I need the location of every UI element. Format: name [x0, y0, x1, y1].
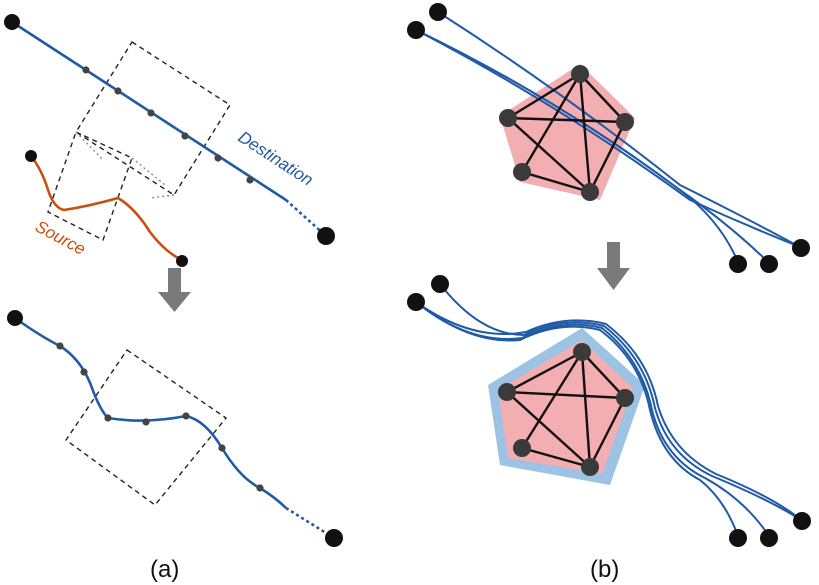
panel-a-label: (a) — [150, 556, 179, 583]
cluster-edge — [588, 397, 627, 468]
selection-box-result — [65, 349, 228, 506]
bundle-edge — [415, 29, 769, 263]
cluster-node — [616, 113, 634, 131]
cluster-edge — [581, 351, 626, 399]
cluster-edge — [578, 73, 592, 193]
bundle-endpoint — [760, 529, 778, 547]
destination-node — [114, 87, 122, 95]
cluster-edge — [521, 446, 591, 469]
merged-endpoint-start — [7, 310, 23, 326]
cluster-node — [513, 439, 531, 457]
destination-node — [246, 176, 254, 184]
merged-node — [104, 414, 112, 422]
destination-endpoint-start — [4, 14, 20, 30]
cluster-node — [571, 65, 589, 83]
cluster-edge — [506, 390, 626, 400]
bundle-edge — [415, 29, 801, 248]
source-endpoint-end — [176, 255, 188, 267]
projection-guide — [75, 131, 175, 199]
cluster-node — [616, 389, 634, 407]
merged-endpoint-end — [325, 529, 343, 547]
source-label: Source — [32, 217, 88, 259]
destination-node — [82, 66, 90, 74]
source-edge — [29, 155, 183, 262]
merged-node — [182, 412, 190, 420]
panel-b-top — [407, 3, 810, 273]
cluster-node — [498, 383, 516, 401]
cluster-edge — [580, 351, 592, 468]
panel-b-bottom — [407, 275, 811, 547]
destination-node — [214, 154, 222, 162]
merged-edge — [14, 316, 287, 509]
bundle-edge — [415, 301, 802, 521]
bundle-edge — [437, 11, 801, 248]
cluster-edge — [520, 73, 582, 173]
bundle-edge — [415, 301, 739, 537]
cluster-edge — [506, 350, 583, 394]
cluster-edge — [520, 351, 584, 449]
cluster-node — [581, 183, 599, 201]
bundle-endpoint — [407, 21, 425, 39]
panel-a-bottom — [7, 310, 343, 547]
cluster-edge — [507, 72, 581, 120]
merged-node — [56, 342, 64, 350]
bundle-endpoint — [792, 239, 810, 257]
cluster-edge — [521, 170, 591, 194]
source-endpoint-start — [25, 150, 37, 162]
cluster-shape — [498, 340, 633, 474]
cluster-node — [581, 458, 599, 476]
cluster-edge — [507, 117, 591, 193]
bundle-endpoint — [729, 529, 747, 547]
arrow-down-icon — [158, 268, 191, 312]
destination-node — [147, 109, 155, 117]
panel-a-top: Destination Source — [4, 14, 335, 267]
bundle-endpoint — [407, 293, 425, 311]
destination-node — [181, 132, 189, 140]
bundle-endpoint — [431, 275, 449, 293]
cluster-edge — [507, 116, 626, 124]
bundle-endpoint — [729, 255, 747, 273]
destination-endpoint-end — [317, 227, 335, 245]
merged-node — [80, 368, 88, 376]
selection-box-top — [75, 41, 231, 196]
cluster-edge — [588, 121, 627, 193]
bundle-endpoint — [793, 512, 811, 530]
bundle-endpoint — [429, 3, 447, 21]
cluster-edge — [579, 73, 626, 123]
bundle-edge — [415, 301, 770, 537]
cluster-node — [513, 163, 531, 181]
bundle-endpoint — [760, 255, 778, 273]
panel-b-label: (b) — [590, 556, 619, 583]
selection-box-source — [47, 131, 133, 241]
cluster-node — [573, 343, 591, 361]
arrow-down-icon — [597, 242, 630, 290]
merged-node — [256, 484, 264, 492]
cluster-node — [499, 109, 517, 127]
cluster-edge — [506, 391, 591, 468]
merged-node — [218, 444, 226, 452]
merged-node — [142, 418, 150, 426]
